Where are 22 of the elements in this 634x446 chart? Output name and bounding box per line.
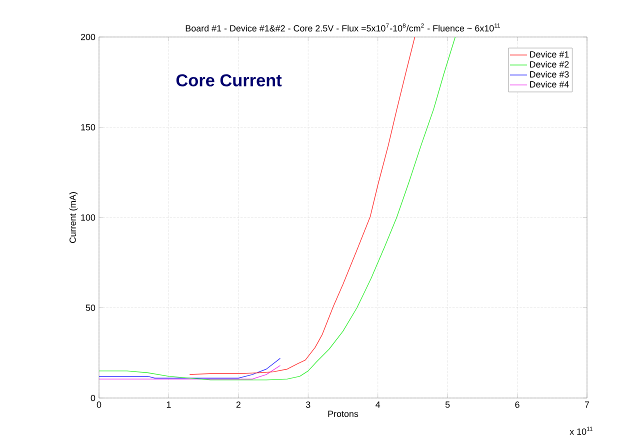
x-tick-label: 2	[236, 402, 240, 408]
x-tick-label: 7	[584, 402, 590, 408]
legend-label: Device #3	[530, 70, 569, 78]
x-axis-title: Protons	[328, 410, 358, 417]
annotation: Core Current	[176, 74, 282, 86]
x-tick-label: 0	[96, 402, 102, 408]
x-tick-label: 1	[166, 402, 171, 408]
x-tick-label: 4	[376, 402, 380, 408]
x-tick-label: 6	[515, 402, 520, 408]
legend-label: Device #4	[530, 80, 569, 88]
y-tick-label: 200	[80, 34, 96, 40]
legend-label: Device #2	[530, 60, 569, 68]
y-tick-label: 100	[81, 214, 96, 221]
y-tick-label: 150	[81, 124, 96, 130]
x-tick-label: 5	[445, 402, 450, 408]
y-tick-label: 50	[86, 304, 96, 311]
y-tick-label: 0	[90, 394, 96, 402]
x-tick-label: 3	[306, 402, 310, 408]
text: x 10$^{11}$	[570, 426, 592, 435]
y-axis-title: Current (mA)	[69, 192, 78, 243]
legend-label: Device #1	[530, 51, 569, 58]
chart-title: Board #1 - Device #1&#2 - Core 2.5V - Flux =5x10$^{7}$-10$^{8}$/cm$^{2}$ - Fluence ~ 6x10$^{11}$	[186, 23, 500, 32]
